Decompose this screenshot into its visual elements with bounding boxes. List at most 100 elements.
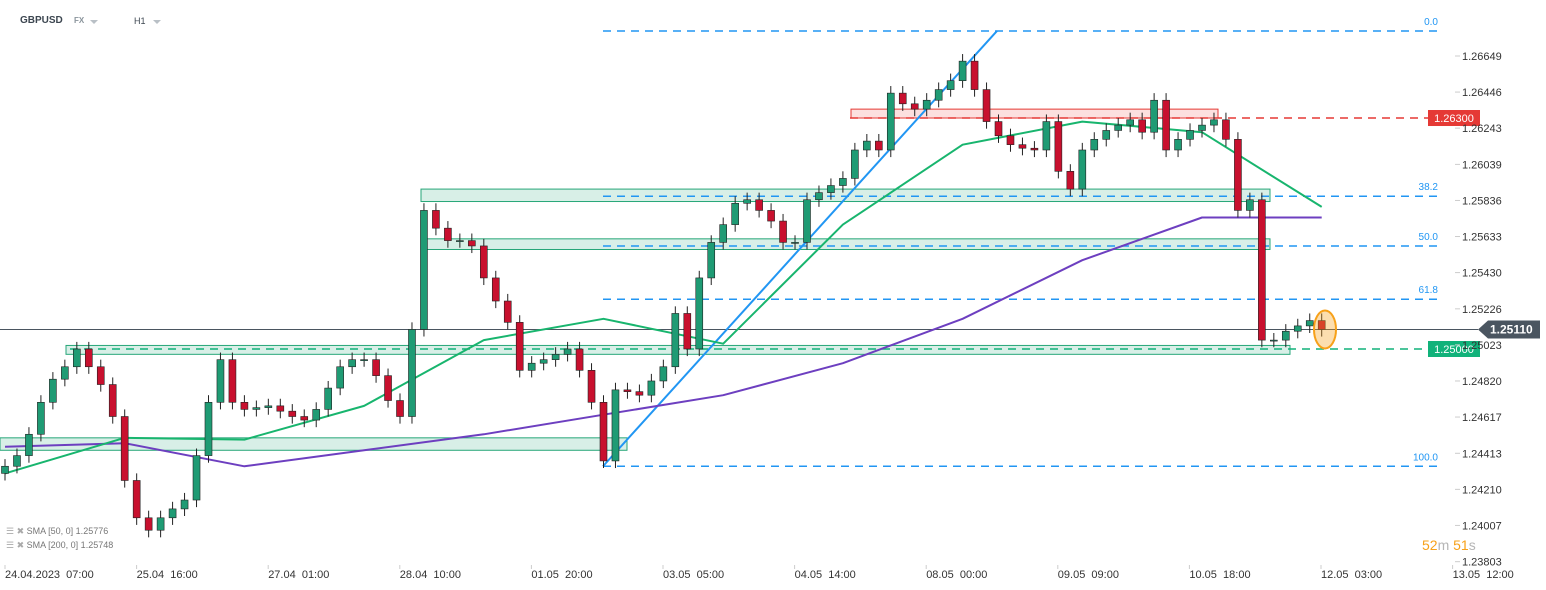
candle — [1138, 112, 1146, 140]
candle-body — [982, 89, 991, 122]
candle-body — [192, 455, 201, 501]
x-tick-label: 04.05 14:00 — [795, 569, 856, 581]
y-tick-label: 1.24617 — [1462, 412, 1502, 424]
candle — [587, 363, 596, 410]
x-tick-label: 27.04 01:00 — [268, 569, 329, 581]
y-tick-label: 1.25226 — [1462, 304, 1502, 316]
level-tag — [1428, 110, 1480, 127]
candle — [360, 352, 368, 367]
candle-body — [743, 199, 751, 204]
candle-body — [479, 245, 488, 279]
timer-s: s — [1468, 537, 1476, 553]
candle-body — [324, 387, 332, 410]
candle-body — [910, 103, 919, 110]
timer-minutes: 52 — [1422, 537, 1438, 553]
candle — [204, 395, 213, 463]
candle — [132, 473, 141, 525]
candle — [408, 322, 416, 424]
candle-body — [1270, 339, 1278, 342]
timeframe-dropdown-icon[interactable] — [153, 20, 161, 24]
y-tick-label: 1.24210 — [1462, 484, 1502, 496]
candle — [863, 134, 871, 158]
candle-body — [1078, 149, 1087, 190]
candle — [1066, 164, 1075, 197]
candle-body — [456, 240, 464, 242]
candle-body — [1006, 135, 1015, 145]
legend-label: SMA [50, 0] 1.25776 — [26, 526, 109, 536]
candle-body — [120, 416, 129, 481]
candle — [276, 398, 285, 419]
settings-icon[interactable]: ☰ — [6, 526, 15, 536]
candle-body — [898, 92, 907, 105]
candle-body — [1030, 147, 1039, 151]
legend-label: SMA [200, 0] 1.25748 — [26, 540, 114, 550]
candle — [444, 221, 452, 248]
candle-body — [73, 348, 81, 368]
candle-body — [348, 359, 356, 368]
candle — [1317, 313, 1326, 337]
candle — [216, 352, 225, 410]
candle — [1018, 137, 1027, 156]
candle — [1222, 112, 1230, 147]
candle — [288, 404, 297, 424]
candle — [1054, 114, 1063, 179]
candle-body — [37, 401, 45, 435]
candle-body — [228, 359, 237, 403]
candle — [1090, 132, 1099, 158]
candle-body — [204, 401, 213, 456]
candle — [1, 459, 9, 481]
candle — [503, 293, 512, 330]
candle-body — [13, 455, 21, 467]
timer-m: m — [1437, 537, 1450, 553]
timeframe-label[interactable]: H1 — [134, 16, 146, 26]
candle — [73, 341, 81, 374]
candle — [1102, 123, 1111, 147]
symbol-label[interactable]: GBPUSD — [20, 15, 63, 26]
candle-body — [1054, 121, 1063, 172]
candle-body — [384, 375, 392, 401]
candle-body — [515, 322, 524, 371]
candle — [946, 73, 955, 97]
candle — [623, 382, 632, 399]
candle — [815, 185, 823, 207]
candle — [1030, 141, 1039, 158]
candle — [755, 192, 763, 218]
candle — [37, 395, 45, 442]
candle — [1305, 313, 1314, 334]
candle — [300, 409, 309, 428]
candle-body — [372, 359, 380, 376]
fib-label: 0.0 — [1424, 17, 1438, 28]
market-dropdown-icon[interactable] — [90, 20, 98, 24]
x-tick-label: 13.05 12:00 — [1453, 569, 1514, 581]
candle-body — [1090, 139, 1099, 151]
candle — [695, 270, 704, 357]
candle — [851, 142, 859, 186]
zone-green — [420, 188, 1271, 203]
x-tick-label: 10.05 18:00 — [1189, 569, 1250, 581]
settings-icon[interactable]: ☰ — [6, 540, 15, 550]
candle-body — [719, 224, 728, 243]
candle — [659, 359, 668, 389]
candle-body — [527, 362, 536, 371]
market-label[interactable]: FX — [74, 16, 85, 25]
x-tick-label: 25.04 16:00 — [137, 569, 198, 581]
candle-body — [468, 240, 476, 247]
candle-body — [791, 242, 799, 244]
candle — [192, 448, 201, 508]
candle — [671, 306, 680, 374]
candle-body — [144, 517, 153, 531]
candle — [84, 341, 93, 374]
candle — [384, 368, 392, 408]
zone-green — [424, 238, 1271, 250]
candle-body — [1162, 99, 1170, 151]
candle-body — [683, 313, 692, 350]
candle-body — [851, 149, 859, 179]
candle-body — [587, 370, 596, 403]
close-icon[interactable]: ✖ — [16, 526, 25, 536]
candle — [982, 82, 991, 129]
candle-body — [108, 384, 117, 417]
candle-body — [827, 185, 835, 193]
close-icon[interactable]: ✖ — [16, 540, 25, 550]
candle — [456, 233, 464, 248]
